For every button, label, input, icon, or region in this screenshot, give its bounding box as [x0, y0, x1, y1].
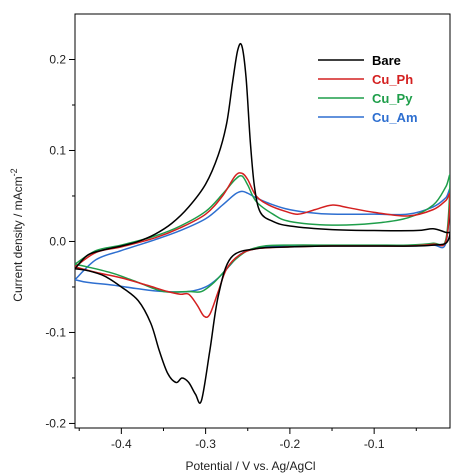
series-line-cu-py: [75, 174, 450, 293]
x-axis-title: Potential / V vs. Ag/AgCl: [185, 459, 315, 473]
series-line-bare: [75, 42, 450, 404]
y-tick-label: -0.2: [45, 416, 66, 430]
y-axis-title: Current density / mAcm-2: [9, 168, 25, 301]
axis-ticks: -0.4 -0.3 -0.2 -0.1 -0.2 -0.1 0.0 0.1 0.2: [45, 52, 417, 451]
y-tick-label: 0.1: [49, 143, 66, 157]
y-tick-label: -0.1: [45, 325, 66, 339]
x-tick-label: -0.4: [111, 437, 132, 451]
x-tick-label: -0.1: [364, 437, 385, 451]
plot-frame: [74, 13, 451, 429]
series-layer: [75, 42, 450, 404]
legend-label: Cu_Py: [372, 91, 413, 106]
y-axis-title-main: Current density / mAcm: [11, 176, 25, 301]
x-tick-label: -0.2: [280, 437, 301, 451]
x-tick-label: -0.3: [195, 437, 216, 451]
y-tick-label: 0.0: [49, 234, 66, 248]
y-tick-label: 0.2: [49, 52, 66, 66]
legend-label: Bare: [372, 53, 401, 68]
series-line-cu-am: [75, 188, 450, 293]
y-axis-title-superscript: -2: [9, 168, 19, 176]
legend-label: Cu_Ph: [372, 72, 413, 87]
legend-label: Cu_Am: [372, 110, 418, 125]
legend: Bare Cu_Ph Cu_Py Cu_Am: [318, 53, 418, 125]
series-line-cu-ph: [75, 172, 450, 319]
